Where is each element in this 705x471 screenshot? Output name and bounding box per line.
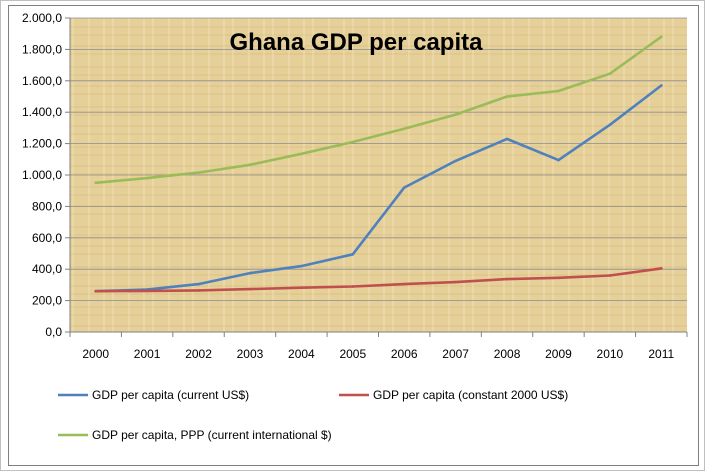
data-point (659, 267, 663, 270)
data-point (300, 264, 303, 268)
x-tick-label: 2006 (391, 347, 418, 361)
x-axis: 2000 2001 2002 2003 2004 2005 2006 2007 2008 2009… (69, 331, 688, 361)
legend-label: GDP per capita (current US$) (92, 388, 249, 402)
y-tick-label: 200,0 (32, 294, 62, 308)
data-point (557, 158, 560, 162)
x-tick-label: 2009 (545, 347, 572, 361)
data-point (197, 282, 200, 286)
series-line-gdp-per-capita-constant-2000-us (94, 267, 663, 293)
data-point (505, 95, 509, 98)
data-point (248, 271, 252, 275)
data-point (94, 289, 98, 293)
x-tick-label: 2007 (442, 347, 469, 361)
series-line-gdp-per-capita-current-us (94, 84, 663, 293)
y-tick-label: 1.000,0 (22, 168, 62, 182)
data-point (557, 276, 560, 280)
legend-label: GDP per capita, PPP (current internation… (92, 428, 332, 442)
x-tick-label: 2003 (237, 347, 264, 361)
data-point (248, 287, 252, 291)
series-lines (94, 35, 663, 293)
legend-label: GDP per capita (constant 2000 US$) (373, 388, 568, 402)
data-point (659, 84, 663, 87)
x-tick-label: 2000 (82, 347, 109, 361)
chart-area-border (8, 5, 699, 466)
data-point (608, 123, 612, 127)
data-point (454, 113, 457, 116)
data-point (659, 35, 663, 39)
data-point (608, 72, 612, 76)
data-point (300, 152, 303, 156)
data-point (351, 140, 355, 144)
data-point (505, 277, 509, 281)
series-line-gdp-per-capita-ppp-current-international (94, 35, 663, 185)
data-point (145, 289, 149, 293)
data-point (351, 285, 355, 288)
x-tick-label: 2002 (185, 347, 212, 361)
data-point (608, 274, 612, 277)
y-axis: 0,0 200,0 400,0 600,0 800,0 1.000,0 1.200,0 1.4… (22, 11, 71, 339)
data-point (351, 252, 355, 256)
x-tick-label: 2004 (288, 347, 315, 361)
x-tick-label: 2005 (339, 347, 366, 361)
data-point (197, 289, 200, 292)
data-point (145, 176, 149, 180)
y-tick-label: 1.200,0 (22, 137, 62, 151)
chart-title: Ghana GDP per capita (230, 29, 484, 56)
x-tick-label: 2011 (648, 347, 674, 361)
data-point (505, 137, 509, 141)
data-point (248, 163, 252, 167)
y-tick-label: 0,0 (45, 325, 62, 339)
data-point (557, 89, 560, 93)
y-tick-label: 800,0 (32, 199, 62, 213)
data-point (454, 280, 457, 284)
data-point (402, 127, 406, 130)
y-tick-label: 1.400,0 (22, 105, 62, 119)
data-point (300, 286, 303, 290)
y-tick-label: 1.600,0 (22, 74, 62, 88)
x-tick-label: 2008 (494, 347, 521, 361)
y-tick-label: 2.000,0 (22, 11, 62, 25)
data-point (94, 181, 98, 185)
data-point (402, 282, 406, 286)
x-tick-label: 2001 (134, 347, 161, 361)
y-tick-label: 600,0 (32, 231, 62, 245)
data-point (197, 171, 200, 174)
y-tick-label: 1.800,0 (22, 42, 62, 56)
data-point (402, 186, 406, 189)
x-tick-label: 2010 (597, 347, 624, 361)
y-tick-label: 400,0 (32, 262, 62, 276)
legend: GDP per capita (current US$) GDP per capi… (58, 388, 568, 442)
data-point (454, 159, 457, 163)
